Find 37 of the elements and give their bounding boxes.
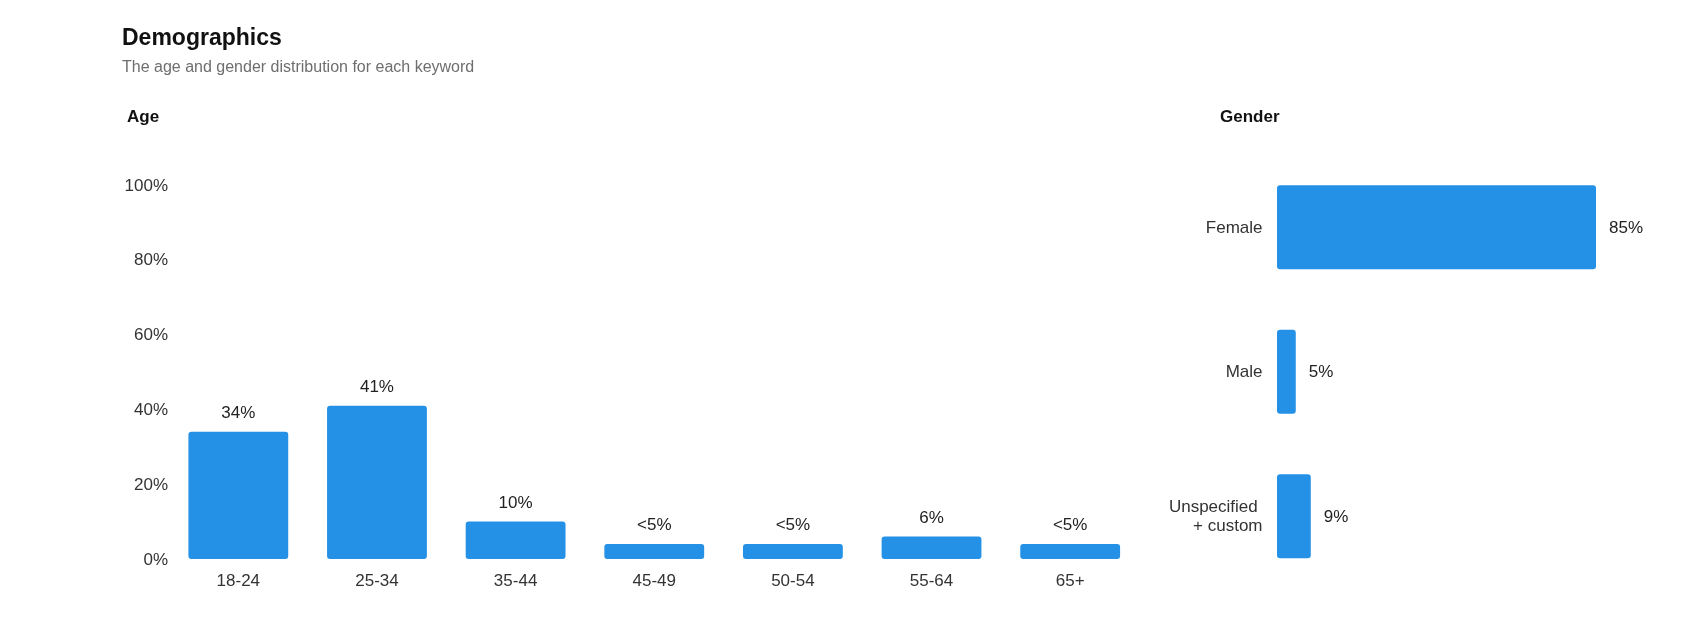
bar <box>604 544 705 559</box>
y-tick-label: Male <box>1225 362 1263 382</box>
data-label: 9% <box>1323 506 1349 526</box>
x-tick-label: 55-64 <box>909 571 954 590</box>
data-label: <5% <box>637 515 672 535</box>
x-tick-label: 25-34 <box>355 571 399 590</box>
y-tick-label: 80% <box>133 250 168 270</box>
data-label: 10% <box>498 492 533 512</box>
y-tick-label: 20% <box>133 474 168 494</box>
data-label: <5% <box>1052 515 1088 535</box>
data-label: 6% <box>919 507 944 527</box>
data-label: 34% <box>221 402 256 422</box>
y-tick-label: 60% <box>133 325 168 345</box>
text: The age and gender distribution for each keyword <box>122 57 475 75</box>
bar <box>465 521 566 559</box>
data-label: <5% <box>775 515 811 535</box>
y-tick-label: Female <box>1205 217 1263 237</box>
bar <box>188 431 289 559</box>
bar <box>881 536 982 559</box>
x-tick-label: 45-49 <box>632 571 676 590</box>
y-tick-label: 40% <box>133 399 168 419</box>
data-label: 85% <box>1609 217 1644 237</box>
chart-title: Age <box>127 107 160 126</box>
y-tick-label: 0% <box>143 549 168 569</box>
x-tick-label: 65+ <box>1055 571 1085 590</box>
chart-title: Gender <box>1220 107 1280 126</box>
y-tick-label: 100% <box>124 175 168 195</box>
x-tick-label: 35-44 <box>493 571 538 590</box>
bar <box>327 405 427 559</box>
text: Demographics <box>122 23 282 50</box>
y-tick-label: Unspecified + custom <box>1168 497 1263 536</box>
data-label: 41% <box>359 376 394 396</box>
bar <box>742 544 843 559</box>
x-tick-label: 50-54 <box>771 571 815 590</box>
data-label: 5% <box>1308 362 1334 382</box>
x-tick-label: 18-24 <box>216 571 261 590</box>
bar <box>1020 544 1121 559</box>
